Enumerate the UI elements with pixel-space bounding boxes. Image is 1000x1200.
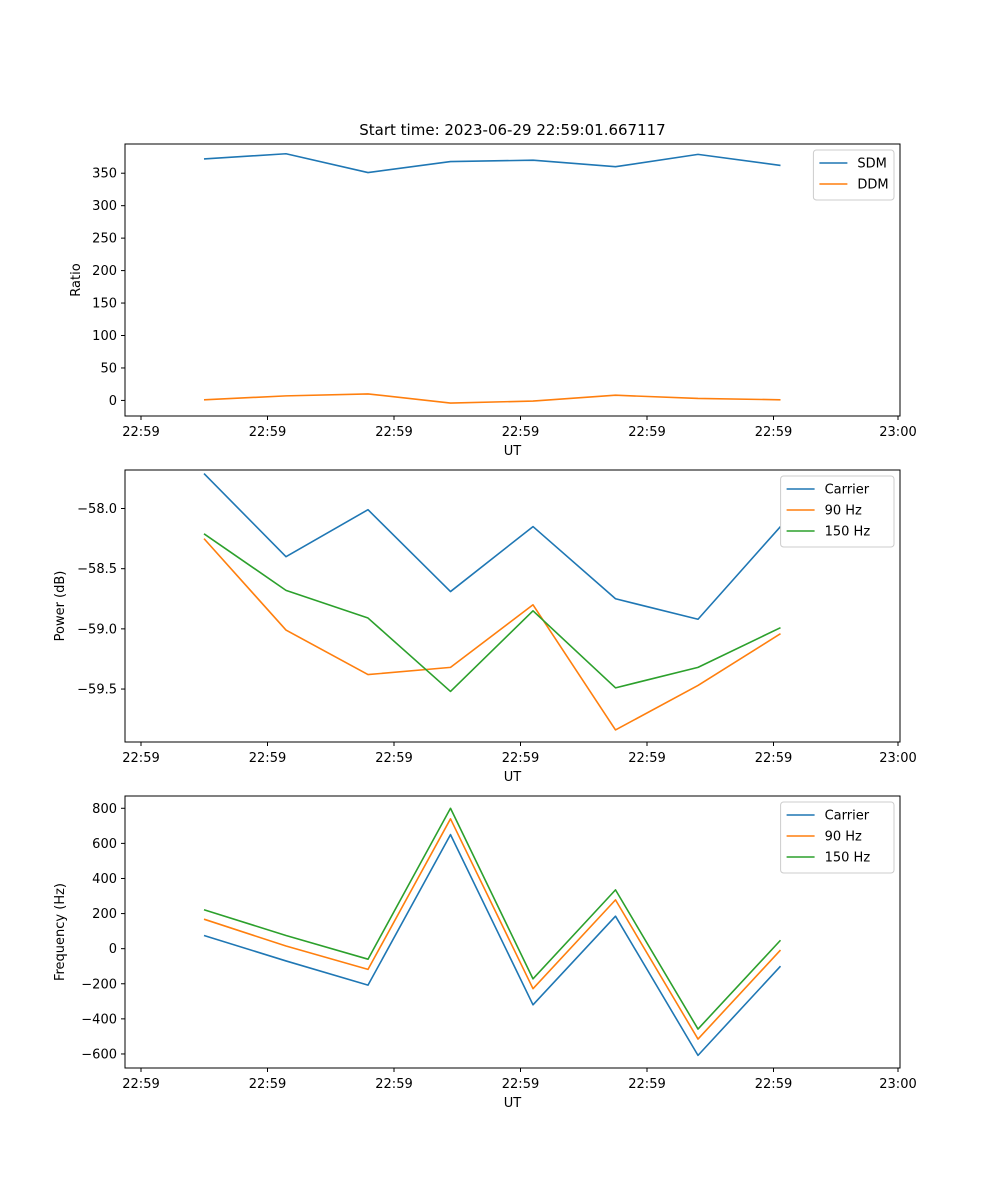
x-tick-label: 22:59 — [249, 1077, 286, 1092]
x-tick-label: 22:59 — [122, 1077, 159, 1092]
series-line-carrier — [203, 833, 782, 1057]
legend-entry-label: SDM — [857, 157, 886, 172]
x-tick-label: 22:59 — [502, 425, 539, 440]
plot-area-frame — [124, 795, 901, 1069]
y-tick-label: 50 — [100, 361, 117, 376]
series-line-90-hz — [203, 538, 781, 731]
chart-panel-1: 22:59 22:59 22:59 22:59 22:59 22:59 23:00 0 50 10… — [69, 143, 917, 459]
legend-entry-label: 150 Hz — [825, 525, 871, 540]
x-tick-label: 22:59 — [755, 1077, 792, 1092]
legend-box — [780, 801, 895, 874]
x-tick-label: 22:59 — [502, 1077, 539, 1092]
y-tick-label: 0 — [109, 394, 117, 409]
x-tick-label: 22:59 — [249, 425, 286, 440]
x-tick-label: 22:59 — [628, 1077, 665, 1092]
plot-area-frame — [124, 469, 901, 743]
y-tick-label: 600 — [92, 837, 117, 852]
x-tick-label: 22:59 — [628, 751, 665, 766]
y-tick-label: −600 — [81, 1047, 117, 1062]
series-line-150-hz — [203, 807, 782, 1030]
y-tick-label: 800 — [92, 802, 117, 817]
y-tick-label: 350 — [92, 167, 117, 182]
y-tick-label: 150 — [92, 297, 117, 312]
y-tick-label: 0 — [109, 942, 117, 957]
y-tick-label: 300 — [92, 199, 117, 214]
y-axis-label: Frequency (Hz) — [53, 883, 68, 981]
x-tick-label: 22:59 — [122, 425, 159, 440]
panels: 22:59 22:59 22:59 22:59 22:59 22:59 23:00 0 50 10… — [53, 143, 917, 1111]
legend-entry-label: Carrier — [825, 809, 870, 824]
series-line-sdm — [203, 152, 781, 174]
y-tick-label: 100 — [92, 329, 117, 344]
legend-entry-label: 90 Hz — [825, 504, 862, 519]
legend: SDM DDM — [812, 149, 895, 201]
y-tick-label: −200 — [81, 977, 117, 992]
x-tick-label: 22:59 — [375, 1077, 412, 1092]
y-tick-label: 400 — [92, 872, 117, 887]
chart-panel-3: 22:59 22:59 22:59 22:59 22:59 22:59 23:00 800 60… — [53, 795, 917, 1111]
x-axis-label: UT — [504, 444, 522, 459]
legend-entry-label: Carrier — [825, 483, 870, 498]
series-line-90-hz — [203, 818, 782, 1040]
x-tick-label: 22:59 — [755, 751, 792, 766]
legend-entry-label: DDM — [857, 178, 888, 193]
legend: Carrier 90 Hz 150 Hz — [780, 801, 895, 874]
figure-title: Start time: 2023-06-29 22:59:01.667117 — [359, 121, 665, 139]
y-axis-label: Ratio — [69, 263, 84, 296]
series-line-carrier — [203, 473, 782, 621]
y-tick-label: 200 — [92, 907, 117, 922]
series-line-150-hz — [203, 533, 781, 693]
y-tick-label: −58.0 — [77, 502, 117, 517]
x-tick-label: 22:59 — [122, 751, 159, 766]
y-axis-label: Power (dB) — [53, 571, 68, 642]
y-tick-label: −58.5 — [77, 562, 117, 577]
x-axis-label: UT — [504, 1096, 522, 1111]
plot-area-frame — [124, 143, 901, 417]
x-tick-label: 22:59 — [628, 425, 665, 440]
x-tick-label: 22:59 — [755, 425, 792, 440]
legend: Carrier 90 Hz 150 Hz — [780, 475, 895, 548]
x-tick-label: 22:59 — [375, 751, 412, 766]
y-tick-label: −59.0 — [77, 622, 117, 637]
series-line-ddm — [203, 393, 781, 404]
y-tick-label: 250 — [92, 232, 117, 247]
legend-box — [780, 475, 895, 548]
y-tick-label: 200 — [92, 264, 117, 279]
y-tick-label: −400 — [81, 1012, 117, 1027]
x-tick-label: 23:00 — [879, 751, 916, 766]
x-tick-label: 23:00 — [879, 425, 916, 440]
x-tick-label: 22:59 — [375, 425, 412, 440]
x-axis-label: UT — [504, 770, 522, 785]
legend-entry-label: 90 Hz — [825, 830, 862, 845]
y-tick-label: −59.5 — [77, 683, 117, 698]
x-tick-label: 22:59 — [249, 751, 286, 766]
chart-panel-2: 22:59 22:59 22:59 22:59 22:59 22:59 23:00 −58.0… — [53, 469, 917, 785]
legend-entry-label: 150 Hz — [825, 851, 871, 866]
x-tick-label: 22:59 — [502, 751, 539, 766]
x-tick-label: 23:00 — [879, 1077, 916, 1092]
